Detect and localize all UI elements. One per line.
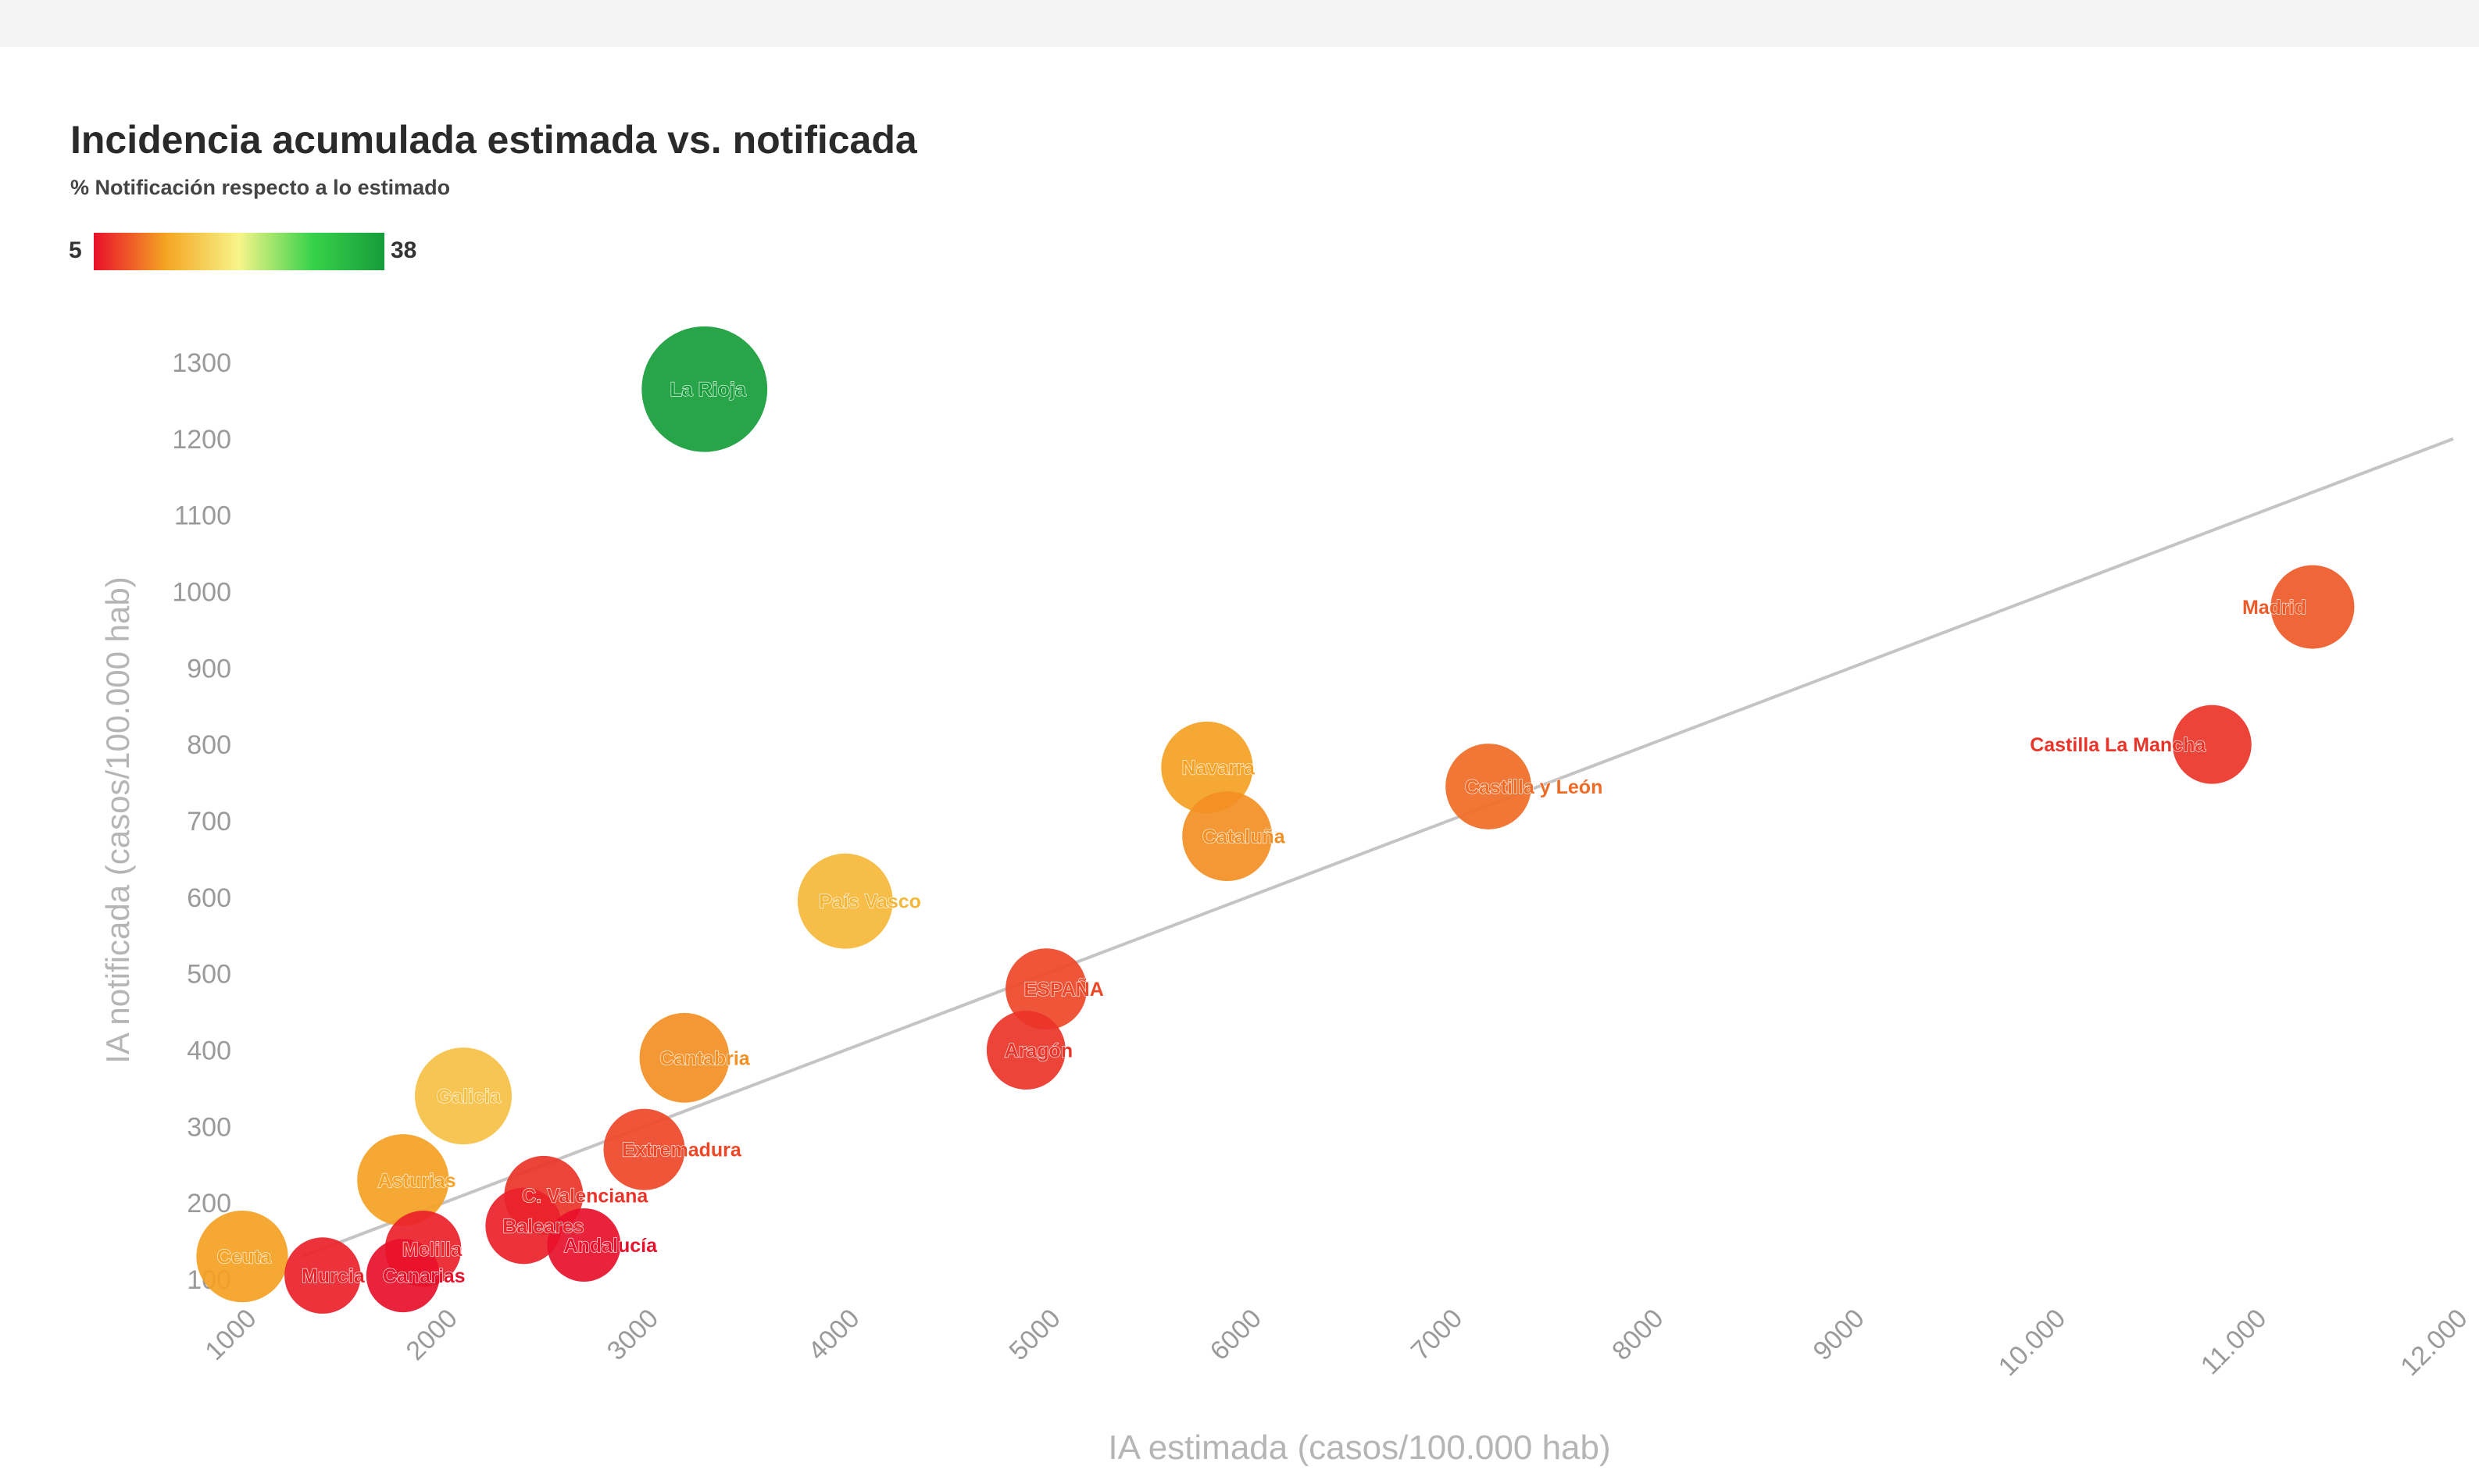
data-point[interactable] xyxy=(357,1134,449,1226)
x-tick-label: 10.000 xyxy=(1993,1304,2071,1382)
data-points xyxy=(196,326,2355,1314)
data-label: Baleares xyxy=(502,1216,584,1238)
y-tick-label: 300 xyxy=(187,1112,231,1142)
y-tick-label: 500 xyxy=(187,960,231,990)
x-tick-label: 12.000 xyxy=(2395,1304,2473,1382)
data-label: Navarra xyxy=(1182,758,1256,779)
data-point[interactable] xyxy=(547,1208,621,1282)
x-tick-label: 4000 xyxy=(802,1304,865,1366)
y-tick-label: 400 xyxy=(187,1036,231,1066)
x-tick-label: 3000 xyxy=(602,1304,664,1366)
data-point[interactable] xyxy=(986,1011,1066,1090)
data-label: Asturias xyxy=(378,1170,456,1192)
data-label: Castilla La Mancha xyxy=(2030,734,2206,756)
chart-title: Incidencia acumulada estimada vs. notifi… xyxy=(70,118,917,162)
data-label: País Vasco xyxy=(819,891,921,913)
data-point[interactable] xyxy=(1006,948,1088,1030)
data-point[interactable] xyxy=(641,326,768,452)
y-tick-label: 200 xyxy=(187,1189,231,1218)
data-label: Canarias xyxy=(383,1265,466,1287)
data-label: Ceuta xyxy=(217,1247,273,1268)
data-label: Andalucía xyxy=(564,1235,659,1257)
data-point[interactable] xyxy=(196,1211,288,1303)
y-tick-label: 1200 xyxy=(172,425,231,455)
y-tick-label: 900 xyxy=(187,654,231,683)
data-label: Melilla xyxy=(402,1239,463,1261)
y-tick-label: 700 xyxy=(187,807,231,837)
data-point[interactable] xyxy=(415,1047,512,1145)
y-tick-label: 1000 xyxy=(172,578,231,608)
data-point[interactable] xyxy=(485,1187,563,1265)
y-tick-label: 1100 xyxy=(174,501,231,531)
data-point[interactable] xyxy=(639,1012,730,1103)
color-scale-bar xyxy=(94,233,384,270)
data-point[interactable] xyxy=(2270,565,2355,649)
data-label: Extremadura xyxy=(622,1140,742,1161)
data-label: Murcia xyxy=(302,1265,366,1287)
x-tick-label: 6000 xyxy=(1205,1304,1267,1366)
data-label: Madrid xyxy=(2242,597,2306,619)
x-tick-label: 5000 xyxy=(1003,1304,1066,1366)
x-tick-label: 11.000 xyxy=(2195,1304,2273,1381)
data-label: Aragón xyxy=(1005,1040,1073,1062)
data-label: C. Valenciana xyxy=(522,1185,648,1207)
data-label: Castilla y León xyxy=(1465,776,1602,798)
data-labels: La Rioja Galicia País Vasco Navarra Asturias… xyxy=(216,379,2306,1288)
data-point[interactable] xyxy=(1161,721,1253,814)
data-point[interactable] xyxy=(1445,744,1531,829)
y-tick-label: 1300 xyxy=(172,348,231,378)
data-point[interactable] xyxy=(797,853,893,949)
x-axis-title: IA estimada (casos/100.000 hab) xyxy=(1108,1429,1610,1467)
data-label: Cataluña xyxy=(1202,826,1286,848)
x-tick-label: 1000 xyxy=(199,1304,262,1366)
x-tick-label: 7000 xyxy=(1406,1304,1468,1366)
y-tick-label: 800 xyxy=(187,730,231,760)
x-tick-label: 2000 xyxy=(401,1304,463,1366)
x-tick-label: 8000 xyxy=(1606,1304,1669,1366)
data-point[interactable] xyxy=(2172,705,2252,784)
x-axis-ticks: 1000 2000 3000 4000 5000 6000 7000 8000 9000 10.0… xyxy=(199,1304,2473,1382)
y-axis-title: IA notificada (casos/100.000 hab) xyxy=(99,576,136,1063)
color-scale-min-label: 5 xyxy=(69,237,82,263)
chart-subtitle: % Notificación respecto a lo estimado xyxy=(70,176,451,199)
data-label: Cantabria xyxy=(659,1047,750,1069)
y-tick-label: 600 xyxy=(187,883,231,913)
data-point[interactable] xyxy=(1182,791,1273,882)
data-label: La Rioja xyxy=(670,379,747,401)
data-point[interactable] xyxy=(603,1108,685,1190)
data-label: ESPAÑA xyxy=(1023,977,1103,1001)
x-tick-label: 9000 xyxy=(1807,1304,1870,1366)
color-scale-max-label: 38 xyxy=(391,237,417,263)
y-axis-ticks: 1002003004005006007008009001000110012001… xyxy=(172,348,231,1295)
data-point[interactable] xyxy=(366,1239,440,1313)
data-point[interactable] xyxy=(284,1237,361,1314)
top-bar xyxy=(0,0,2479,47)
data-label: Galicia xyxy=(437,1086,502,1108)
